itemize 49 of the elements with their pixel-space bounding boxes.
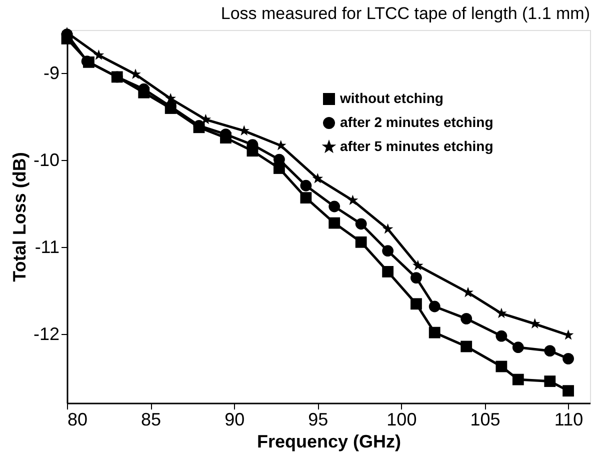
- x-tick-label: 95: [308, 410, 328, 430]
- x-tick-label: 110: [554, 410, 584, 430]
- point: [382, 245, 394, 257]
- y-tick-label: -11: [34, 236, 60, 257]
- point: [428, 300, 440, 312]
- point: [412, 260, 424, 270]
- x-tick-label: 100: [386, 410, 417, 430]
- legend-label: after 2 minutes etching: [340, 114, 494, 130]
- point: [93, 50, 104, 60]
- point: [355, 236, 367, 248]
- x-tick-label: 80: [68, 410, 88, 430]
- point: [382, 266, 394, 278]
- legend-label: without etching: [339, 90, 444, 106]
- x-axis-title: Frequency (GHz): [256, 432, 402, 452]
- point: [496, 308, 507, 318]
- point: [328, 200, 340, 212]
- point: [460, 340, 472, 352]
- point: [562, 385, 574, 397]
- point: [347, 194, 358, 206]
- chart-title: Loss measured for LTCC tape of length (1.1 mm): [220, 4, 590, 23]
- point: [410, 272, 422, 284]
- x-tick-label: 85: [141, 410, 162, 430]
- y-tick-label: -10: [33, 150, 60, 170]
- point: [312, 172, 324, 184]
- point: [512, 374, 524, 386]
- y-tick-label: -9: [43, 62, 60, 83]
- point: [496, 360, 508, 372]
- point: [300, 180, 312, 192]
- y-axis-title: Total Loss (dB): [9, 152, 30, 282]
- point: [165, 92, 176, 104]
- legend-label: after 5 minutes etching: [340, 138, 494, 154]
- y-tick-label: -12: [33, 324, 60, 344]
- x-tick-label: 90: [224, 410, 245, 430]
- point: [428, 326, 440, 338]
- point: [512, 342, 524, 354]
- point: [544, 345, 556, 357]
- point: [496, 330, 508, 342]
- x-tick-label: 105: [470, 410, 500, 430]
- point: [355, 218, 367, 230]
- point: [382, 223, 394, 234]
- point: [460, 312, 472, 324]
- point: [200, 114, 212, 124]
- point: [328, 217, 340, 229]
- point: [544, 376, 556, 387]
- point: [130, 68, 141, 79]
- point: [300, 192, 312, 204]
- point: [462, 286, 474, 298]
- point: [410, 298, 422, 310]
- point: [562, 352, 574, 364]
